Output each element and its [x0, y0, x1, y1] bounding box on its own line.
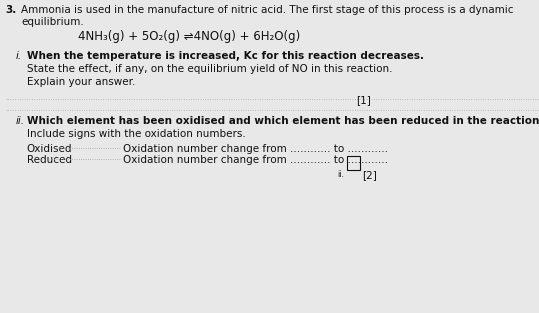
Text: i.: i.: [16, 51, 22, 61]
Text: ii.: ii.: [16, 116, 24, 126]
Text: ................................................................................: ........................................…: [5, 104, 539, 113]
Text: State the effect, if any, on the equilibrium yield of NO in this reaction.: State the effect, if any, on the equilib…: [26, 64, 392, 74]
Text: Explain your answer.: Explain your answer.: [26, 77, 135, 87]
Text: ii.: ii.: [337, 170, 344, 179]
Text: Ammonia is used in the manufacture of nitric acid. The first stage of this proce: Ammonia is used in the manufacture of ni…: [21, 5, 514, 15]
Text: When the temperature is increased, Kᴄ for this reaction decreases.: When the temperature is increased, Kᴄ fo…: [26, 51, 424, 61]
Text: Which element has been oxidised and which element has been reduced in the reacti: Which element has been oxidised and whic…: [26, 116, 539, 126]
Text: [2]: [2]: [362, 170, 377, 180]
Text: Oxidation number change from ............ to ............: Oxidation number change from ...........…: [123, 155, 388, 165]
Text: Include signs with the oxidation numbers.: Include signs with the oxidation numbers…: [26, 129, 245, 139]
Text: ................................: ................................: [49, 155, 121, 161]
Text: [1]: [1]: [356, 95, 371, 105]
Text: 3.: 3.: [5, 5, 17, 15]
Text: ................................: ................................: [49, 144, 121, 150]
Text: Oxidation number change from ............ to ............: Oxidation number change from ...........…: [123, 144, 388, 154]
Text: Reduced: Reduced: [26, 155, 72, 165]
Text: equilibrium.: equilibrium.: [21, 17, 84, 27]
Text: ................................................................................: ........................................…: [5, 93, 539, 102]
Text: 4NH₃(g) + 5O₂(g) ⇌4NO(g) + 6H₂O(g): 4NH₃(g) + 5O₂(g) ⇌4NO(g) + 6H₂O(g): [78, 30, 301, 43]
Text: Oxidised: Oxidised: [26, 144, 72, 154]
